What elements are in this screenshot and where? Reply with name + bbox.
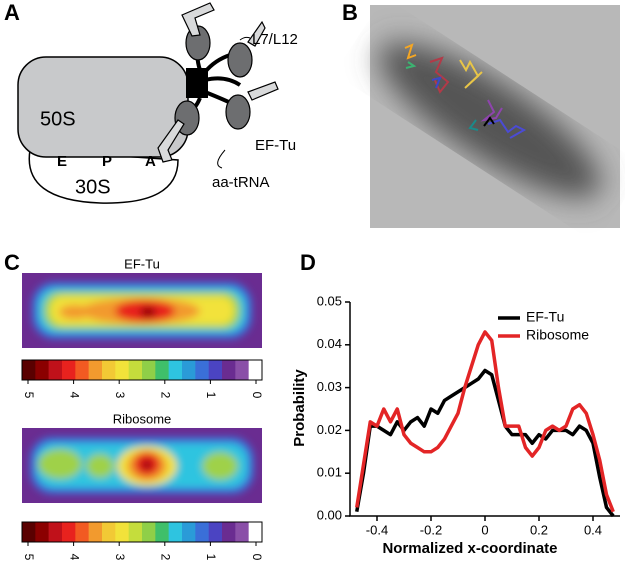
colorbar-cell [168, 522, 183, 542]
site: A [145, 153, 156, 170]
label-trna: aa-tRNA [212, 174, 270, 191]
x-tick-label: 0 [481, 522, 488, 537]
colorbar-cell [222, 360, 236, 380]
colorbar-tick-label: 2 [159, 392, 173, 399]
colorbar-cell [62, 360, 76, 380]
colorbar-tick-label: 3 [113, 392, 127, 399]
y-tick-label: 0.04 [317, 336, 342, 351]
colorbar-frame [21, 359, 263, 381]
site: E [57, 153, 67, 170]
trnas [157, 2, 279, 163]
colorbar-cell [102, 522, 116, 542]
site: P [102, 153, 112, 170]
colorbar-cell [235, 522, 249, 542]
x-tick-label: 0.2 [530, 522, 548, 537]
colorbar-cell [115, 522, 129, 542]
heatmap-title: Ribosome [113, 411, 172, 426]
colorbar-cell [102, 360, 116, 380]
colorbar-tick-label: 5 [22, 392, 36, 399]
colorbar-cell [235, 360, 249, 380]
colorbar-cell [22, 522, 36, 542]
colorbar-cell [195, 522, 209, 542]
colorbar-cell [115, 360, 129, 380]
colorbar-cell [142, 522, 156, 542]
colorbar-cell [35, 360, 49, 380]
colorbar-cell [75, 360, 89, 380]
colorbar-cell [208, 522, 223, 542]
y-tick-label: 0.00 [317, 507, 342, 522]
stalk-base [186, 68, 208, 98]
micrograph [370, 5, 620, 228]
colorbar-cell [195, 360, 209, 380]
colorbar-tick-label: 4 [67, 554, 81, 561]
colorbar-tick-label: 1 [204, 392, 218, 399]
colorbar-cell [62, 522, 76, 542]
label-30s: 30S [75, 176, 111, 198]
colorbar-cell [182, 360, 196, 380]
y-tick-label: 0.02 [317, 422, 342, 437]
x-tick-label: 0.4 [584, 522, 602, 537]
colorbar-tick-label: 1 [204, 554, 218, 561]
colorbar-tick-label: 3 [113, 554, 127, 561]
y-tick-label: 0.03 [317, 379, 342, 394]
colorbar-tick-label: 4 [67, 392, 81, 399]
colorbar-cell [48, 360, 63, 380]
colorbar-tick-label: 0 [250, 554, 264, 561]
heatmap [22, 273, 262, 348]
x-axis-label: Normalized x-coordinate [382, 540, 557, 557]
colorbar-cell [128, 360, 143, 380]
leader [217, 149, 226, 169]
colorbar-tick-label: 0 [250, 392, 264, 399]
legend-label: Ribosome [526, 327, 589, 343]
heatmap-title: EF-Tu [124, 256, 160, 271]
colorbar-cell [168, 360, 183, 380]
panel-label: B [342, 0, 358, 25]
y-tick-label: 0.05 [317, 293, 342, 308]
colorbar-cell [248, 360, 263, 380]
colorbar-cell [142, 360, 156, 380]
colorbar-cell [88, 522, 103, 542]
x-tick-label: -0.4 [366, 522, 388, 537]
colorbar-cell [182, 522, 196, 542]
x-tick-label: -0.2 [420, 522, 442, 537]
colorbar-cell [48, 522, 63, 542]
y-axis-label: Probability [291, 369, 308, 447]
label-stalk: L7/L12 [252, 31, 298, 48]
colorbar-cell [35, 522, 49, 542]
colorbar-cell [155, 522, 169, 542]
small-subunit [28, 149, 179, 204]
heatmap [22, 428, 262, 503]
panel-label: C [4, 250, 20, 275]
colorbar-tick-label: 2 [159, 554, 173, 561]
colorbar-cell [22, 360, 36, 380]
colorbar-tick-label: 5 [22, 554, 36, 561]
colorbar-cell [208, 360, 223, 380]
panel-label: D [300, 250, 316, 275]
colorbar-cell [128, 522, 143, 542]
label-ef-tu: EF-Tu [255, 137, 296, 154]
leader [239, 36, 251, 41]
series-line [355, 368, 615, 518]
label-50s: 50S [40, 108, 76, 130]
colorbar-cell [248, 522, 263, 542]
colorbar-cell [155, 360, 169, 380]
colorbar-cell [75, 522, 89, 542]
colorbar-frame [21, 521, 263, 543]
colorbar-cell [222, 522, 236, 542]
panel-label: A [4, 0, 20, 25]
y-tick-label: 0.01 [317, 465, 342, 480]
series-line [355, 330, 615, 513]
legend-label: EF-Tu [526, 309, 564, 325]
colorbar-cell [88, 360, 103, 380]
